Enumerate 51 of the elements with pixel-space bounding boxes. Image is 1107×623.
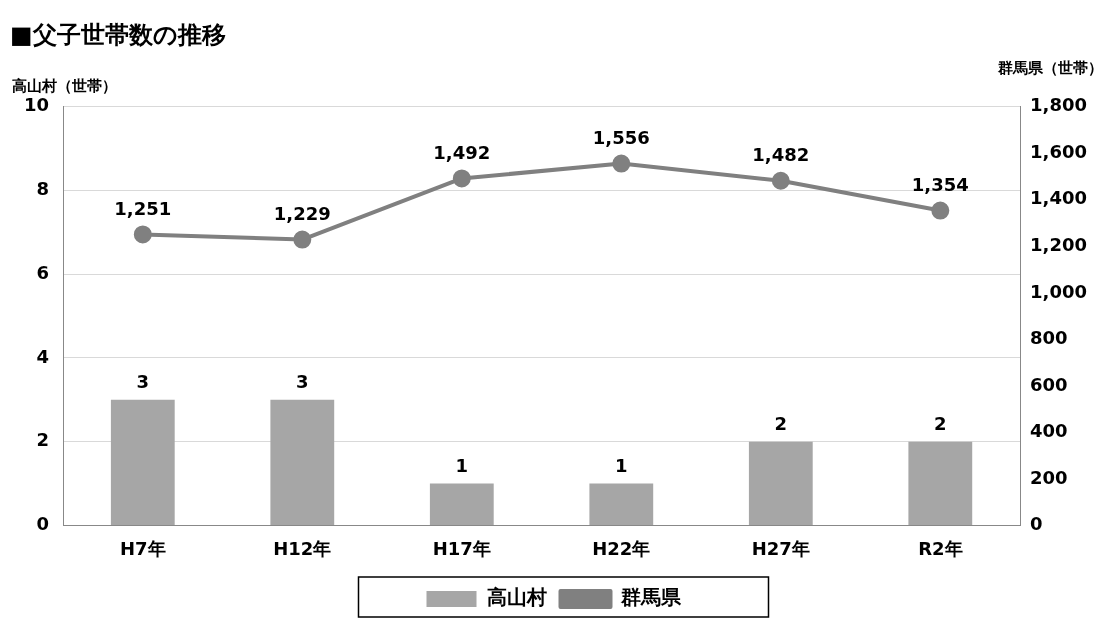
y2-tick-label: 0 bbox=[1030, 513, 1043, 535]
bar bbox=[589, 483, 654, 525]
legend-label: 高山村 bbox=[486, 585, 547, 610]
chart-title: ■父子世帯数の推移 bbox=[10, 20, 226, 49]
y-tick-label: 8 bbox=[36, 178, 50, 200]
data-label: 2 bbox=[774, 413, 788, 435]
y-tick-label: 4 bbox=[36, 345, 50, 367]
x-tick-label: R2年 bbox=[918, 537, 963, 559]
y-tick-label: 6 bbox=[36, 261, 50, 283]
data-label: 3 bbox=[136, 371, 150, 393]
point bbox=[612, 154, 631, 173]
y2-tick-label: 800 bbox=[1030, 327, 1068, 349]
data-label: 2 bbox=[934, 413, 947, 435]
data-label: 3 bbox=[296, 371, 309, 393]
data-label: 1,482 bbox=[752, 144, 810, 166]
data-label: 1,354 bbox=[911, 174, 969, 196]
x-tick-label: H22年 bbox=[592, 537, 651, 559]
y-tick-label: 2 bbox=[36, 429, 50, 451]
bar bbox=[748, 441, 813, 525]
y2-tick-label: 400 bbox=[1030, 420, 1068, 442]
x-tick-label: H12年 bbox=[273, 537, 332, 559]
y2-tick-label: 1,400 bbox=[1030, 187, 1087, 209]
data-label: 1 bbox=[455, 455, 469, 477]
point bbox=[931, 201, 950, 220]
x-tick-label: H7年 bbox=[120, 537, 166, 559]
y2-tick-label: 1,800 bbox=[1030, 94, 1087, 116]
y-axis-title: 高山村（世帯） bbox=[12, 76, 117, 95]
point bbox=[293, 230, 312, 249]
y2-tick-label: 1,200 bbox=[1030, 234, 1087, 256]
y2-tick-label: 200 bbox=[1030, 466, 1068, 488]
bar bbox=[270, 399, 335, 525]
data-label: 1,556 bbox=[592, 127, 650, 149]
data-label: 1,251 bbox=[114, 198, 172, 220]
bar bbox=[429, 483, 494, 525]
y2-axis-title: 群馬県（世帯） bbox=[997, 58, 1103, 77]
data-label: 1 bbox=[615, 455, 628, 477]
point bbox=[133, 225, 152, 244]
y2-tick-label: 1,000 bbox=[1030, 280, 1087, 302]
bar bbox=[110, 399, 175, 525]
x-tick-label: H17年 bbox=[432, 537, 491, 559]
legend-label: 群馬県 bbox=[619, 585, 682, 610]
y2-tick-label: 600 bbox=[1030, 373, 1068, 395]
y2-tick-label: 1,600 bbox=[1030, 140, 1087, 162]
bar bbox=[908, 441, 973, 525]
data-label: 1,229 bbox=[273, 203, 331, 225]
x-tick-label: H27年 bbox=[751, 537, 810, 559]
data-label: 1,492 bbox=[433, 142, 491, 164]
y-tick-label: 0 bbox=[36, 513, 50, 535]
point bbox=[771, 171, 790, 190]
y-tick-label: 10 bbox=[23, 94, 50, 116]
point bbox=[452, 169, 471, 188]
